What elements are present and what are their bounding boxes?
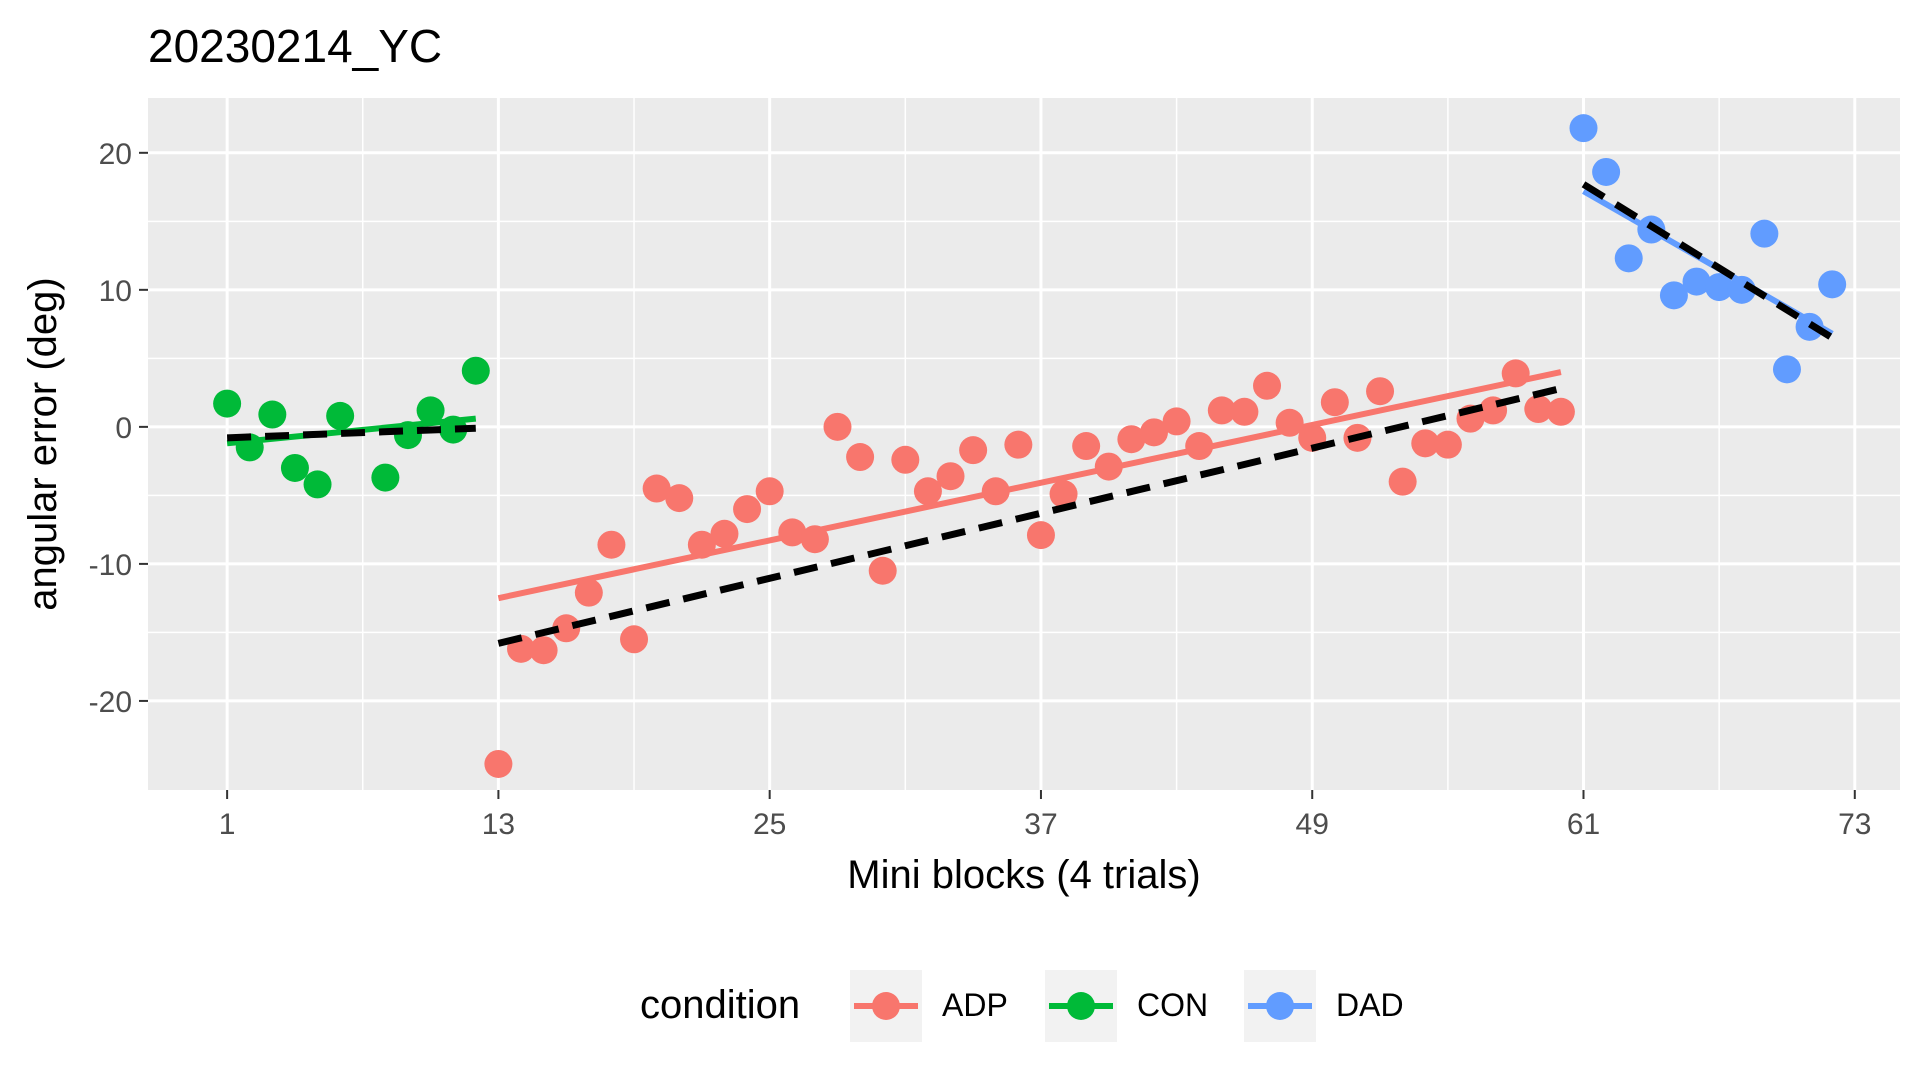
y-axis: -20 -10 0 10 20 [89, 138, 148, 719]
y-tick-label: -10 [89, 549, 132, 582]
data-point-adp [665, 484, 694, 513]
legend-label-con: CON [1137, 987, 1208, 1023]
legend-key-point-dad [1266, 992, 1294, 1020]
data-point-adp [913, 477, 942, 506]
legend-key-point-adp [872, 992, 900, 1020]
data-point-con [326, 401, 355, 430]
data-point-adp [959, 436, 988, 465]
x-tick-label: 73 [1838, 808, 1871, 841]
data-point-con [213, 389, 242, 418]
dashed-fit-line-adp [497, 385, 1562, 647]
dashed-fit-line-con [226, 424, 476, 442]
data-point-adp [1207, 396, 1236, 425]
data-point-adp [1524, 395, 1553, 424]
data-point-dad [1818, 270, 1847, 299]
data-point-dad [1750, 219, 1779, 248]
x-axis: 1 13 25 37 49 61 73 [219, 790, 1871, 841]
data-point-dad [1614, 244, 1643, 273]
data-point-dad [1682, 267, 1711, 296]
chart-title: 20230214_YC [148, 20, 442, 72]
data-point-adp [1388, 467, 1417, 496]
data-point-con [371, 463, 400, 492]
data-point-adp [687, 530, 716, 559]
data-point-adp [1433, 430, 1462, 459]
legend-label-dad: DAD [1336, 987, 1404, 1023]
x-tick-label: 37 [1024, 808, 1057, 841]
data-point-con [416, 396, 445, 425]
data-point-adp [1501, 359, 1530, 388]
data-point-dad [1569, 114, 1598, 143]
data-point-con [393, 421, 422, 450]
data-point-adp [1366, 377, 1395, 406]
data-point-dad [1772, 355, 1801, 384]
legend-label-adp: ADP [942, 987, 1008, 1023]
y-tick-label: -20 [89, 686, 132, 719]
x-tick-label: 13 [482, 808, 515, 841]
data-point-adp [868, 556, 897, 585]
data-point-con [280, 453, 309, 482]
data-point-adp [1162, 407, 1191, 436]
x-tick-label: 49 [1296, 808, 1329, 841]
data-point-adp [620, 625, 649, 654]
dashed-fit-line-dad [1581, 181, 1835, 341]
x-tick-label: 61 [1567, 808, 1600, 841]
data-point-adp [484, 749, 513, 778]
y-axis-label: angular error (deg) [21, 277, 65, 611]
data-point-adp [800, 525, 829, 554]
data-point-adp [1275, 408, 1304, 437]
data-point-adp [1253, 371, 1282, 400]
data-point-adp [574, 578, 603, 607]
data-point-con [439, 415, 468, 444]
data-point-con [461, 356, 490, 385]
data-point-dad [1592, 157, 1621, 186]
data-point-adp [755, 477, 784, 506]
data-point-adp [823, 412, 852, 441]
data-point-adp [597, 530, 626, 559]
y-tick-label: 10 [99, 275, 132, 308]
data-point-adp [1094, 452, 1123, 481]
y-tick-label: 20 [99, 138, 132, 171]
data-point-adp [733, 495, 762, 524]
x-tick-label: 1 [219, 808, 236, 841]
data-point-adp [529, 636, 558, 665]
data-point-adp [1026, 521, 1055, 550]
data-point-dad [1659, 281, 1688, 310]
grid-minor [148, 98, 1900, 790]
data-point-adp [1072, 432, 1101, 461]
dashed-fit-lines [226, 181, 1835, 647]
data-point-adp [552, 614, 581, 643]
data-point-adp [981, 477, 1010, 506]
data-point-adp [778, 518, 807, 547]
legend-title: condition [640, 983, 800, 1027]
data-point-adp [1049, 480, 1078, 509]
y-tick-label: 0 [115, 412, 132, 445]
data-point-dad [1705, 273, 1734, 302]
data-point-adp [1546, 397, 1575, 426]
data-point-adp [1230, 397, 1259, 426]
x-axis-label: Mini blocks (4 trials) [847, 853, 1200, 897]
data-point-adp [1004, 430, 1033, 459]
data-points [213, 114, 1847, 778]
legend-key-point-con [1067, 992, 1095, 1020]
data-point-adp [936, 462, 965, 491]
data-point-adp [1185, 432, 1214, 461]
data-point-adp [1139, 418, 1168, 447]
data-point-con [303, 470, 332, 499]
data-point-adp [846, 443, 875, 472]
data-point-adp [642, 474, 671, 503]
data-point-adp [1117, 425, 1146, 454]
fit-line-adp [497, 369, 1562, 602]
x-tick-label: 25 [753, 808, 786, 841]
data-point-adp [1411, 429, 1440, 458]
data-point-adp [891, 445, 920, 474]
legend: condition ADP CON DAD [640, 970, 1404, 1042]
data-point-adp [710, 519, 739, 548]
data-point-con [258, 400, 287, 429]
data-point-adp [1320, 388, 1349, 417]
